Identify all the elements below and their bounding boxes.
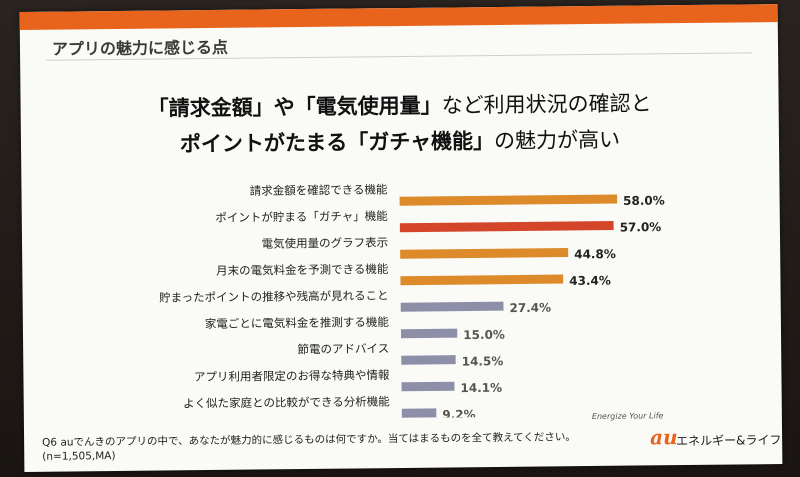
question-footnote: Q6 auでんきのアプリの中で、あなたが魅力的に感じるものは何ですか。当てはまる…	[42, 429, 662, 463]
bar	[399, 194, 618, 206]
headline-line-1: 「請求金額」や「電気使用量」など利用状況の確認と	[20, 86, 778, 124]
bar	[400, 301, 504, 312]
brand-name: エネルギー&ライフ	[676, 433, 782, 449]
tagline: Energize Your Life	[591, 411, 664, 422]
category-label: よく似た家庭との比較ができる分析機能	[183, 394, 390, 410]
bar	[399, 221, 614, 233]
value-label: 57.0%	[620, 220, 662, 234]
headline-text-2: の魅力が高い	[493, 127, 621, 154]
bar	[401, 355, 456, 365]
bar	[400, 274, 564, 286]
bar	[401, 408, 437, 418]
value-label: 27.4%	[509, 301, 551, 315]
category-label: 家電ごとに電気料金を推測する機能	[205, 315, 390, 331]
value-label: 44.8%	[574, 247, 616, 261]
bar	[400, 328, 458, 339]
category-label: 電気使用量のグラフ表示	[261, 235, 388, 250]
accent-bar	[19, 4, 778, 30]
category-label: アプリ利用者限定のお得な特典や情報	[194, 368, 390, 384]
headline-emphasis-1: 「請求金額」や「電気使用量」	[147, 93, 442, 121]
value-label: 58.0%	[623, 193, 665, 207]
category-label: ポイントが貯まる「ガチャ」機能	[215, 209, 388, 225]
headline-emphasis-2: ポイントがたまる「ガチャ機能」	[179, 129, 495, 157]
value-label: 14.1%	[460, 381, 502, 395]
au-logo: au	[649, 425, 678, 450]
category-label: 貯まったポイントの推移や残高が見れること	[159, 288, 389, 304]
presentation-slide: アプリの魅力に感じる点 「請求金額」や「電気使用量」など利用状況の確認と ポイン…	[19, 4, 783, 472]
bar-chart: 請求金額を確認できる機能 58.0% ポイントが貯まる「ガチャ」機能 57.0% 電気使…	[159, 182, 665, 421]
bar	[401, 381, 455, 392]
category-label: 節電のアドバイス	[297, 341, 389, 356]
value-label: 15.0%	[463, 328, 505, 342]
value-label: 9.2%	[442, 407, 475, 421]
headline-text-1: など利用状況の確認と	[441, 91, 652, 118]
category-label: 月末の電気料金を予測できる機能	[216, 262, 389, 278]
bar	[400, 248, 569, 259]
headline-line-2: ポイントがたまる「ガチャ機能」の魅力が高い	[21, 122, 779, 160]
value-label: 43.4%	[569, 274, 611, 288]
category-label: 請求金額を確認できる機能	[250, 182, 388, 197]
section-title: アプリの魅力に感じる点	[51, 37, 229, 59]
value-label: 14.5%	[462, 354, 504, 368]
